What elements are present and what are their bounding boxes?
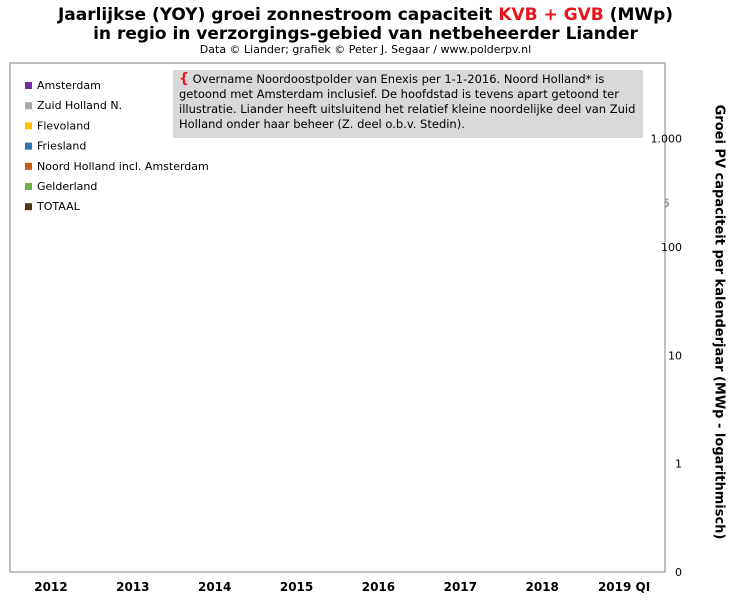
y-tick-label: 1	[675, 458, 682, 471]
chart-title-part2: (MWp)	[603, 5, 674, 25]
chart-title-highlight: KVB + GVB	[498, 5, 604, 25]
annotation-note: { Overname Noordoostpolder van Enexis pe…	[173, 70, 643, 138]
x-tick-label: 2012	[34, 580, 67, 594]
legend-swatch	[25, 162, 32, 170]
legend-swatch	[25, 142, 32, 150]
y-tick-label: 0	[675, 566, 682, 579]
legend-label: Noord Holland incl. Amsterdam	[37, 160, 209, 173]
x-tick-label: 2015	[280, 580, 313, 594]
legend-label: Amsterdam	[37, 79, 101, 92]
legend-swatch	[25, 102, 32, 110]
legend-swatch	[25, 203, 32, 211]
note-text: Overname Noordoostpolder van Enexis per …	[179, 72, 636, 131]
chart-title-part1: Jaarlijkse (YOY) groei zonnestroom capac…	[57, 5, 499, 25]
x-tick-label: 2013	[116, 580, 149, 594]
chart-subtitle: in regio in verzorgings-gebied van netbe…	[93, 24, 638, 44]
y-tick-label: 100	[661, 241, 682, 254]
legend-label: Gelderland	[37, 180, 97, 193]
y-axis-label: Groei PV capaciteit per kalenderjaar (MW…	[711, 104, 727, 540]
legend-label: Zuid Holland N.	[37, 99, 122, 112]
chart-credit: Data © Liander; grafiek © Peter J. Segaa…	[199, 43, 532, 56]
x-tick-label: 2017	[444, 580, 477, 594]
plot-frame	[9, 62, 666, 573]
legend: Amsterdam Zuid Holland N. Flevoland Friesla…	[25, 79, 209, 213]
x-tick-label: 2014	[198, 580, 231, 594]
y-tick-label: 10	[668, 349, 682, 362]
x-tick-label: 2019 QI	[598, 580, 650, 594]
x-tick-label: 2018	[525, 580, 558, 594]
x-tick-label: 2016	[362, 580, 395, 594]
legend-swatch	[25, 183, 32, 190]
legend-label: Flevoland	[37, 119, 90, 132]
y-tick-label: 1.000	[651, 133, 683, 146]
legend-label: TOTAAL	[36, 200, 81, 213]
legend-label: Friesland	[37, 140, 86, 153]
legend-swatch	[25, 122, 32, 130]
legend-swatch	[25, 82, 32, 89]
note-brace: {	[179, 71, 189, 87]
chart-title: Jaarlijkse (YOY) groei zonnestroom capac…	[0, 5, 731, 25]
